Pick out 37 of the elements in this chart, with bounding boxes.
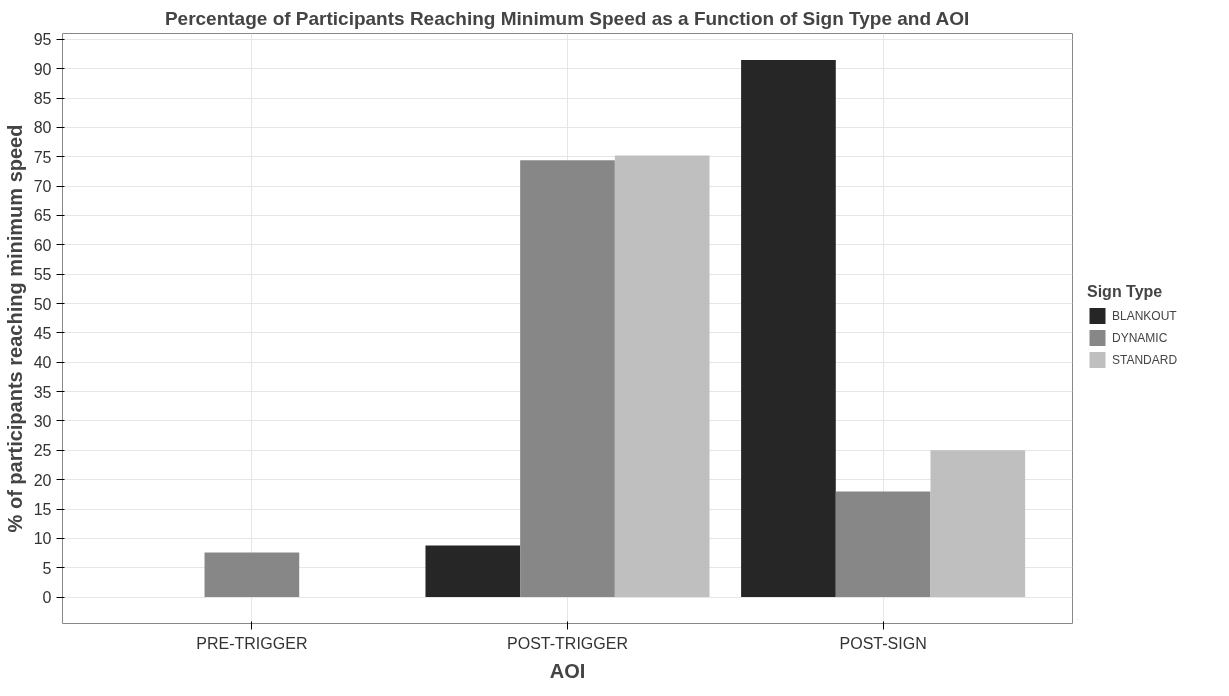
bar: [835, 491, 931, 598]
chart-title: Percentage of Participants Reaching Minimum Speed as a Function of Sign Type and AOI: [164, 7, 970, 29]
legend-label: DYNAMIC: [1112, 330, 1168, 345]
y-tick-label: 15: [33, 501, 52, 519]
y-tick-label: 80: [33, 119, 52, 137]
y-tick-label: 75: [33, 148, 52, 166]
bar: [425, 545, 521, 598]
y-tick-label: 0: [42, 589, 52, 607]
y-tick-label: 20: [33, 471, 52, 489]
bar: [930, 450, 1026, 598]
x-tick-label: POST-SIGN: [839, 634, 927, 652]
y-tick-label: 90: [33, 60, 52, 78]
y-tick-label: 70: [33, 178, 52, 196]
x-axis-title: AOI: [549, 659, 586, 682]
y-tick-label: 85: [33, 90, 52, 108]
legend-title: Sign Type: [1087, 282, 1164, 301]
y-tick-label: 65: [33, 207, 52, 225]
y-tick-label: 55: [33, 266, 52, 284]
y-tick-label: 40: [33, 354, 52, 372]
bar: [204, 552, 300, 598]
legend-label: STANDARD: [1112, 352, 1178, 367]
y-tick-label: 95: [33, 31, 52, 49]
y-tick-label: 25: [33, 442, 52, 460]
y-tick-label: 5: [42, 559, 52, 577]
y-tick-label: 10: [33, 530, 52, 548]
x-tick-label: POST-TRIGGER: [507, 634, 628, 652]
y-tick-label: 35: [33, 383, 52, 401]
y-tick-label: 60: [33, 236, 52, 254]
bar: [741, 59, 836, 598]
y-axis-title: % of participants reaching minimum speed: [3, 124, 26, 533]
y-tick-label: 45: [33, 324, 52, 342]
bar: [520, 160, 615, 598]
legend-label: BLANKOUT: [1112, 308, 1177, 323]
y-tick-label: 50: [33, 295, 52, 313]
x-tick-label: PRE-TRIGGER: [196, 634, 308, 652]
y-tick-label: 30: [33, 412, 52, 430]
bar: [614, 155, 710, 598]
